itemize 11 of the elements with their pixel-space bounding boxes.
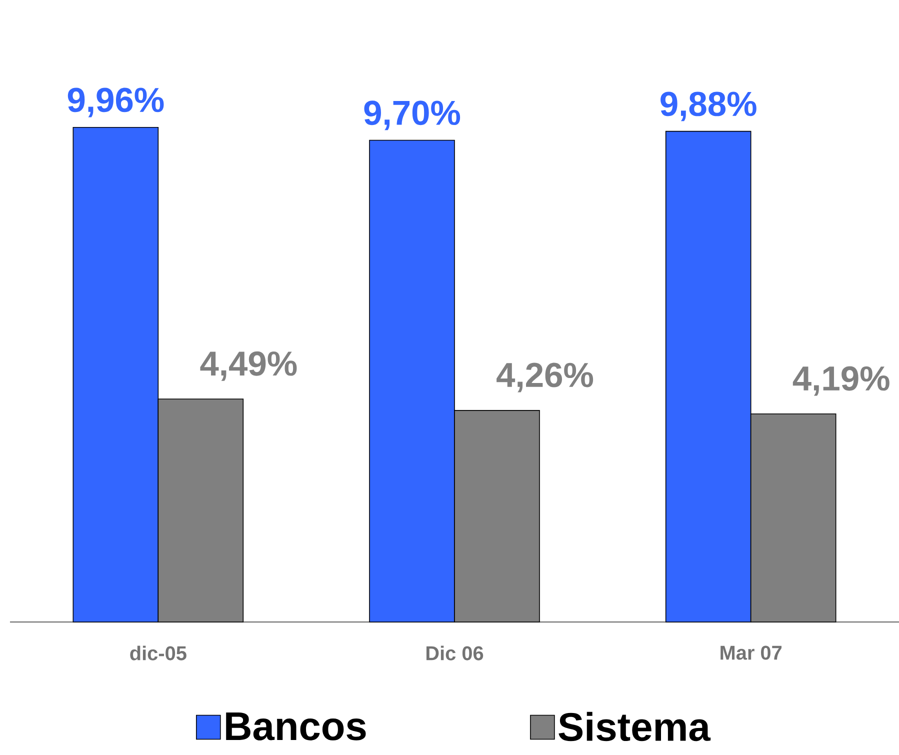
data-label: 4,26% [496, 362, 594, 392]
x-tick-label: Dic 06 [426, 646, 484, 660]
data-label: 9,88% [660, 92, 756, 122]
x-tick-label: dic-05 [130, 646, 186, 660]
legend-label: Sistema [558, 712, 711, 742]
legend-label: Bancos [226, 712, 366, 740]
data-label: 4,49% [200, 351, 297, 381]
x-tick-label: Mar 07 [720, 646, 782, 660]
data-label: 9,96% [68, 88, 164, 118]
data-label: 9,70% [364, 100, 460, 130]
data-label: 4,19% [792, 366, 890, 396]
